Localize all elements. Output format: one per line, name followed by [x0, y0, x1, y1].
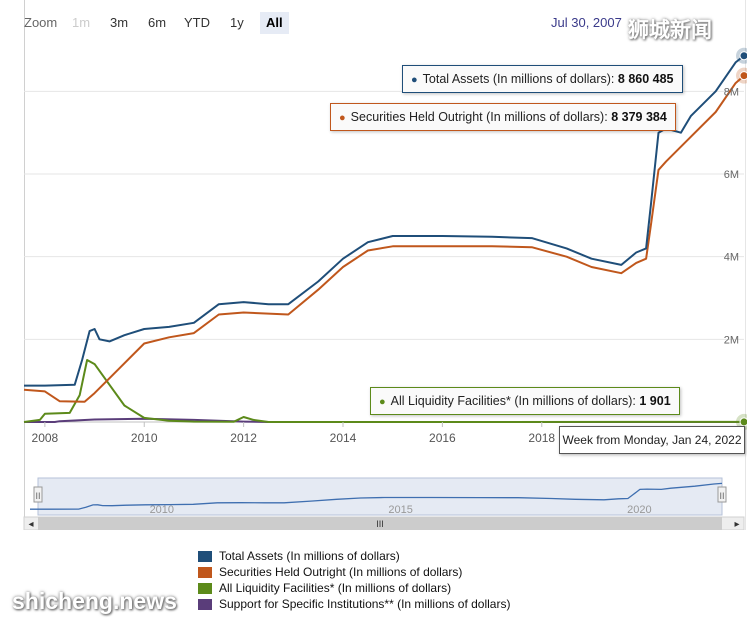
- week-label-box: Week from Monday, Jan 24, 2022: [559, 426, 745, 454]
- scrollbar-thumb[interactable]: [38, 517, 722, 530]
- tooltip-liquidity: ● All Liquidity Facilities* (In millions …: [370, 387, 680, 415]
- y-axis: 2M 4M 6M 8M: [724, 86, 739, 346]
- range-button-3m[interactable]: 3m: [110, 15, 129, 30]
- watermark-site: shicheng.news: [12, 588, 177, 614]
- x-tick-label: 2018: [528, 431, 555, 445]
- x-tick-label: 2016: [429, 431, 456, 445]
- legend-swatch: [198, 566, 212, 578]
- tooltip-securities: ● Securities Held Outright (In millions o…: [330, 103, 676, 131]
- tooltip-securities-label: Securities Held Outright (In millions of…: [350, 110, 608, 124]
- navigator-series-line: [30, 482, 723, 510]
- legend-item-support[interactable]: Support for Specific Institutions** (In …: [198, 596, 510, 612]
- x-axis: 2008 2010 2012 2014 2016 2018: [32, 422, 555, 445]
- tooltip-dot-icon: ●: [339, 112, 346, 124]
- range-button-1y[interactable]: 1y: [230, 15, 244, 30]
- legend-label: Total Assets (In millions of dollars): [219, 549, 400, 563]
- navigator-handle-grip: II: [719, 491, 724, 501]
- legend-swatch: [198, 582, 212, 594]
- x-tick-label: 2014: [330, 431, 357, 445]
- tooltip-securities-value: 8 379 384: [611, 110, 667, 124]
- range-button-all[interactable]: All: [260, 12, 289, 34]
- hover-marker: [739, 71, 747, 81]
- tooltip-total-assets-value: 8 860 485: [617, 72, 674, 86]
- y-tick-label: 2M: [724, 334, 739, 346]
- x-tick-label: 2012: [230, 431, 257, 445]
- tooltip-dot-icon: ●: [379, 396, 386, 408]
- x-tick-label: 2008: [32, 431, 59, 445]
- hover-marker: [739, 51, 747, 61]
- y-tick-label: 8M: [724, 86, 739, 98]
- navigator-handle[interactable]: [717, 486, 727, 503]
- legend-label: All Liquidity Facilities* (In millions o…: [219, 581, 452, 595]
- scrollbar-grip: III: [376, 519, 384, 529]
- tooltip-liquidity-value: 1 901: [639, 394, 671, 408]
- series-lines: [23, 47, 747, 430]
- range-button-ytd[interactable]: YTD: [184, 15, 210, 30]
- navigator-handle-grip: II: [35, 491, 40, 501]
- legend-label: Securities Held Outright (In millions of…: [219, 565, 463, 579]
- legend-swatch: [198, 550, 212, 562]
- navigator-tick-label: 2010: [150, 504, 174, 516]
- legend-item-total-assets[interactable]: Total Assets (In millions of dollars): [198, 548, 400, 564]
- hover-marker: [739, 417, 747, 427]
- range-button-1m[interactable]: 1m: [72, 15, 91, 30]
- scroll-right-arrow-icon[interactable]: ▸: [734, 519, 739, 530]
- x-tick-label: 2010: [131, 431, 158, 445]
- date-range-readout[interactable]: Jul 30, 2007: [551, 15, 622, 30]
- tooltip-total-assets: ● Total Assets (In millions of dollars): …: [402, 65, 683, 93]
- tooltip-liquidity-label: All Liquidity Facilities* (In millions o…: [390, 394, 636, 408]
- series-line-0[interactable]: [24, 55, 745, 387]
- navigator-selected-range[interactable]: [37, 477, 723, 516]
- y-tick-label: 4M: [724, 252, 739, 264]
- scroll-left-arrow-icon[interactable]: ◂: [28, 519, 33, 530]
- series-line-2[interactable]: [23, 359, 745, 423]
- legend-label: Support for Specific Institutions** (In …: [219, 597, 511, 611]
- navigator-handle[interactable]: [33, 486, 43, 503]
- gridlines: [24, 90, 744, 423]
- navigator-tick-label: 2015: [388, 504, 412, 516]
- range-button-6m[interactable]: 6m: [148, 15, 167, 30]
- legend-item-liquidity[interactable]: All Liquidity Facilities* (In millions o…: [198, 580, 451, 596]
- navigator-tick-label: 2020: [627, 504, 651, 516]
- tooltip-dot-icon: ●: [411, 74, 418, 86]
- series-line-1[interactable]: [23, 74, 745, 403]
- y-tick-label: 6M: [724, 169, 739, 181]
- zoom-label: Zoom: [24, 15, 58, 30]
- watermark-chinese: 狮城新闻: [628, 19, 712, 42]
- legend-item-securities[interactable]: Securities Held Outright (In millions of…: [198, 564, 462, 580]
- tooltip-total-assets-label: Total Assets (In millions of dollars):: [422, 72, 615, 86]
- legend-swatch: [198, 598, 212, 610]
